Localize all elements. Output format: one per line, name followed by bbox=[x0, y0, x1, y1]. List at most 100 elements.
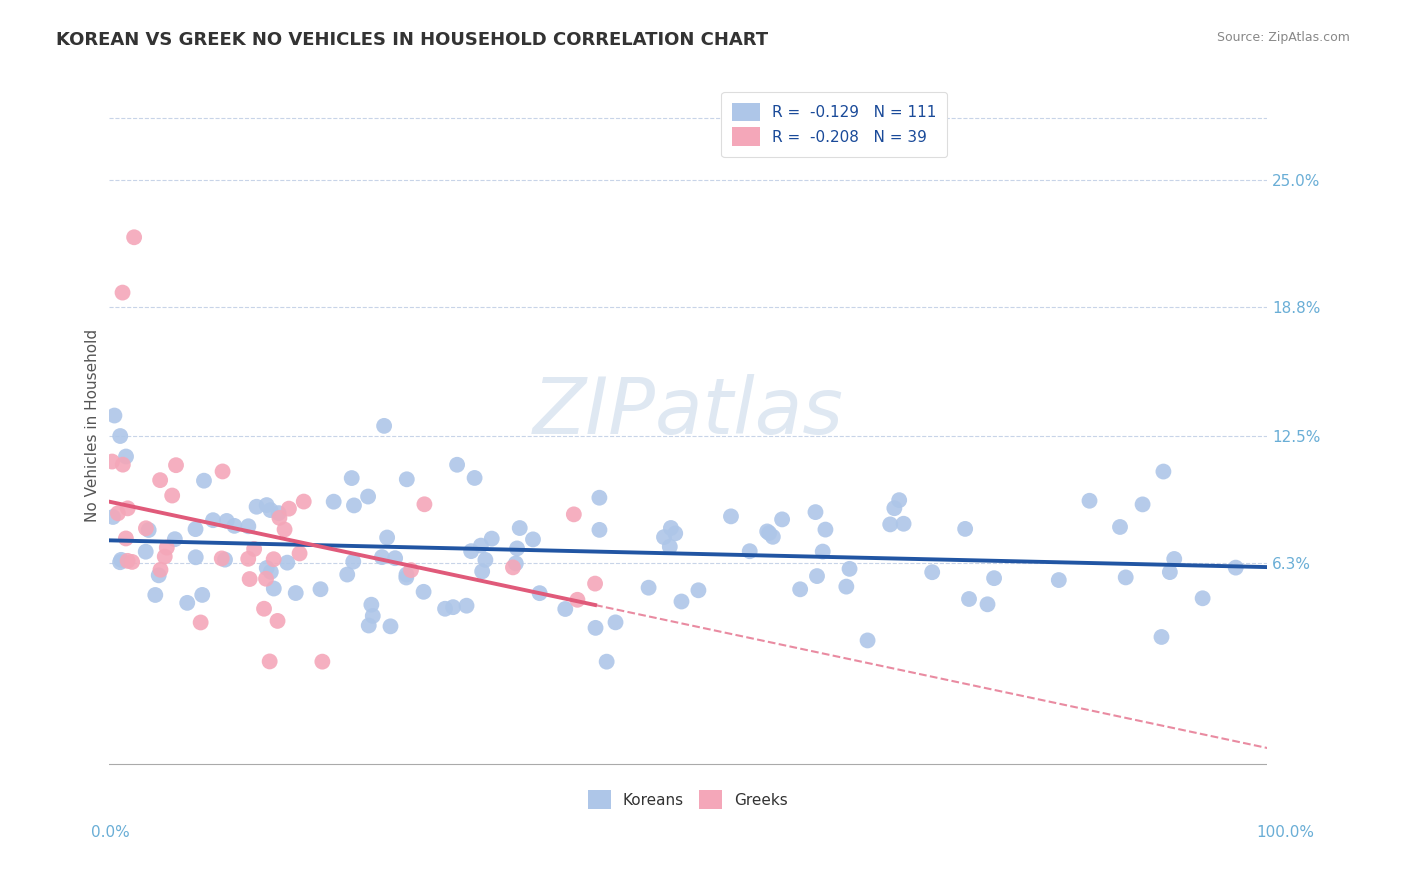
Point bbox=[838, 562, 860, 576]
Point bbox=[111, 285, 134, 300]
Point bbox=[522, 533, 544, 547]
Point bbox=[243, 541, 266, 556]
Point bbox=[1163, 552, 1185, 566]
Point bbox=[101, 454, 124, 468]
Point bbox=[288, 546, 311, 560]
Point bbox=[284, 586, 307, 600]
Point bbox=[1047, 573, 1070, 587]
Point bbox=[176, 596, 198, 610]
Point bbox=[149, 563, 172, 577]
Point bbox=[259, 655, 281, 669]
Text: 0.0%: 0.0% bbox=[91, 825, 131, 839]
Point bbox=[412, 584, 434, 599]
Point bbox=[583, 576, 606, 591]
Point bbox=[770, 512, 793, 526]
Point bbox=[311, 655, 333, 669]
Point bbox=[115, 532, 138, 546]
Point bbox=[835, 580, 858, 594]
Point bbox=[163, 532, 186, 546]
Point bbox=[269, 511, 291, 525]
Point bbox=[605, 615, 627, 630]
Point bbox=[474, 553, 496, 567]
Point bbox=[273, 523, 295, 537]
Point bbox=[506, 541, 529, 556]
Point bbox=[135, 521, 157, 535]
Point bbox=[309, 582, 332, 597]
Point bbox=[263, 552, 285, 566]
Point bbox=[211, 551, 233, 566]
Point bbox=[343, 499, 366, 513]
Point bbox=[811, 544, 834, 558]
Point bbox=[153, 549, 176, 564]
Point bbox=[357, 618, 380, 632]
Point bbox=[1150, 630, 1173, 644]
Point bbox=[191, 588, 214, 602]
Point bbox=[384, 551, 406, 566]
Point bbox=[373, 418, 395, 433]
Point bbox=[789, 582, 811, 597]
Point bbox=[245, 500, 267, 514]
Point bbox=[266, 614, 288, 628]
Point bbox=[165, 458, 187, 473]
Point bbox=[883, 501, 905, 516]
Point bbox=[108, 555, 131, 569]
Point bbox=[238, 519, 260, 533]
Point bbox=[756, 524, 779, 539]
Text: KOREAN VS GREEK NO VEHICLES IN HOUSEHOLD CORRELATION CHART: KOREAN VS GREEK NO VEHICLES IN HOUSEHOLD… bbox=[56, 31, 768, 49]
Point bbox=[762, 530, 785, 544]
Point bbox=[720, 509, 742, 524]
Point bbox=[117, 501, 139, 516]
Point bbox=[814, 523, 837, 537]
Point bbox=[322, 494, 344, 508]
Point bbox=[253, 601, 276, 615]
Point bbox=[103, 409, 125, 423]
Point bbox=[122, 230, 145, 244]
Point bbox=[263, 582, 285, 596]
Point bbox=[254, 572, 277, 586]
Point bbox=[502, 560, 524, 574]
Point bbox=[456, 599, 478, 613]
Point bbox=[1191, 591, 1213, 606]
Point bbox=[278, 501, 301, 516]
Legend: Koreans, Greeks: Koreans, Greeks bbox=[582, 784, 794, 815]
Point bbox=[256, 561, 278, 575]
Point bbox=[464, 471, 486, 485]
Point bbox=[399, 563, 422, 577]
Point bbox=[214, 552, 236, 566]
Point bbox=[976, 597, 998, 611]
Point bbox=[110, 553, 132, 567]
Point bbox=[481, 532, 503, 546]
Point bbox=[562, 508, 585, 522]
Point bbox=[149, 473, 172, 487]
Point bbox=[115, 450, 138, 464]
Point bbox=[413, 497, 436, 511]
Point bbox=[652, 530, 675, 544]
Point bbox=[758, 526, 780, 541]
Point bbox=[688, 583, 710, 598]
Point bbox=[357, 490, 380, 504]
Point bbox=[135, 544, 157, 558]
Point bbox=[921, 565, 943, 579]
Point bbox=[360, 598, 382, 612]
Point bbox=[1225, 560, 1247, 574]
Point bbox=[804, 505, 827, 519]
Point bbox=[260, 565, 283, 579]
Point bbox=[637, 581, 659, 595]
Point bbox=[110, 429, 132, 443]
Point bbox=[658, 540, 681, 554]
Point bbox=[738, 544, 761, 558]
Point bbox=[148, 568, 170, 582]
Point bbox=[101, 510, 124, 524]
Point bbox=[239, 572, 262, 586]
Point bbox=[671, 594, 693, 608]
Point bbox=[224, 519, 246, 533]
Point bbox=[1152, 465, 1174, 479]
Point bbox=[111, 458, 134, 472]
Point bbox=[107, 506, 129, 520]
Point bbox=[184, 550, 207, 565]
Point bbox=[585, 621, 607, 635]
Point bbox=[434, 601, 457, 615]
Point bbox=[664, 526, 686, 541]
Point bbox=[336, 567, 359, 582]
Point bbox=[659, 521, 682, 535]
